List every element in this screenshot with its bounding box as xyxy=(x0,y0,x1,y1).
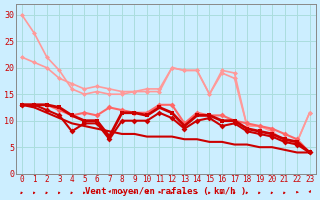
X-axis label: Vent moyen/en rafales ( km/h ): Vent moyen/en rafales ( km/h ) xyxy=(85,187,246,196)
